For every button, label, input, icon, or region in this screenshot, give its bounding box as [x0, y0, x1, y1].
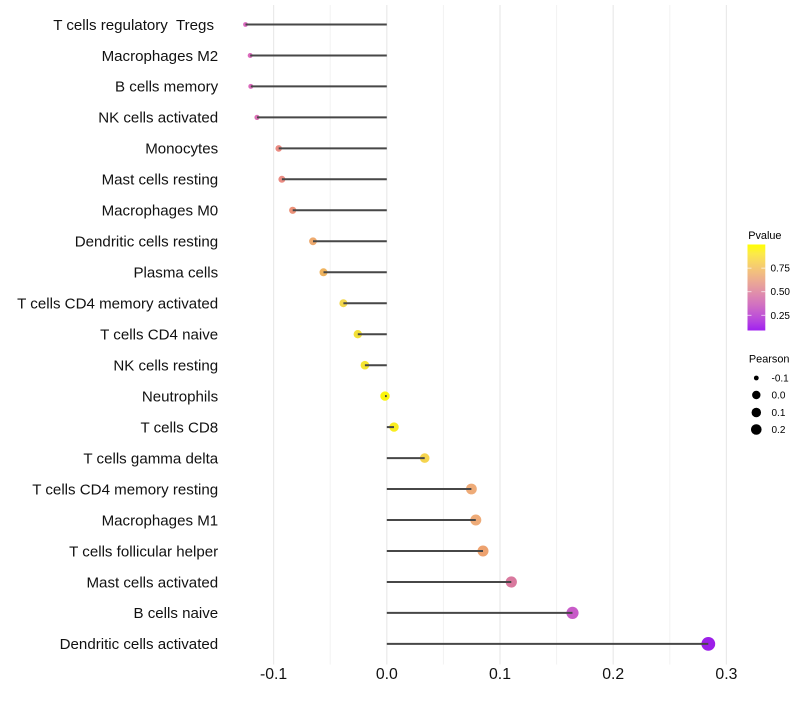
svg-text:0.2: 0.2: [602, 666, 624, 683]
svg-text:0.50: 0.50: [771, 287, 791, 298]
svg-text:-0.1: -0.1: [772, 374, 790, 385]
svg-text:-0.1: -0.1: [260, 666, 287, 683]
svg-text:0.1: 0.1: [489, 666, 511, 683]
svg-text:0.25: 0.25: [771, 311, 791, 322]
svg-text:Mast cells resting: Mast cells resting: [102, 172, 219, 189]
svg-text:B cells memory: B cells memory: [115, 79, 219, 96]
svg-text:T cells CD4 memory resting: T cells CD4 memory resting: [32, 481, 218, 498]
svg-text:Dendritic cells activated: Dendritic cells activated: [60, 636, 219, 653]
svg-text:T cells follicular helper: T cells follicular helper: [69, 543, 218, 560]
svg-text:NK cells resting: NK cells resting: [113, 358, 218, 375]
svg-text:0.0: 0.0: [772, 391, 786, 402]
svg-text:Dendritic cells resting: Dendritic cells resting: [75, 234, 218, 251]
svg-text:T cells CD8: T cells CD8: [140, 419, 218, 436]
svg-text:T cells CD4 memory activated: T cells CD4 memory activated: [17, 296, 218, 313]
svg-text:Mast cells activated: Mast cells activated: [86, 574, 218, 591]
svg-text:0.0: 0.0: [376, 666, 398, 683]
svg-text:0.3: 0.3: [715, 666, 737, 683]
svg-text:Pvalue: Pvalue: [748, 230, 781, 242]
svg-text:T cells gamma delta: T cells gamma delta: [83, 450, 218, 467]
svg-text:Plasma cells: Plasma cells: [133, 265, 218, 282]
svg-text:Monocytes: Monocytes: [145, 141, 218, 158]
svg-text:T cells regulatory Tregs: T cells regulatory Tregs: [53, 17, 218, 34]
svg-text:T cells CD4 naive: T cells CD4 naive: [100, 327, 218, 344]
svg-text:Neutrophils: Neutrophils: [142, 388, 218, 405]
svg-text:Macrophages M2: Macrophages M2: [102, 48, 219, 65]
svg-text:0.75: 0.75: [771, 264, 791, 275]
svg-text:B cells naive: B cells naive: [133, 605, 218, 622]
svg-text:0.1: 0.1: [772, 408, 786, 419]
svg-text:Macrophages M1: Macrophages M1: [102, 512, 219, 529]
svg-text:NK cells activated: NK cells activated: [98, 110, 218, 127]
svg-text:0.2: 0.2: [772, 425, 786, 436]
svg-text:Pearson: Pearson: [749, 353, 790, 365]
svg-text:Macrophages M0: Macrophages M0: [102, 203, 219, 220]
